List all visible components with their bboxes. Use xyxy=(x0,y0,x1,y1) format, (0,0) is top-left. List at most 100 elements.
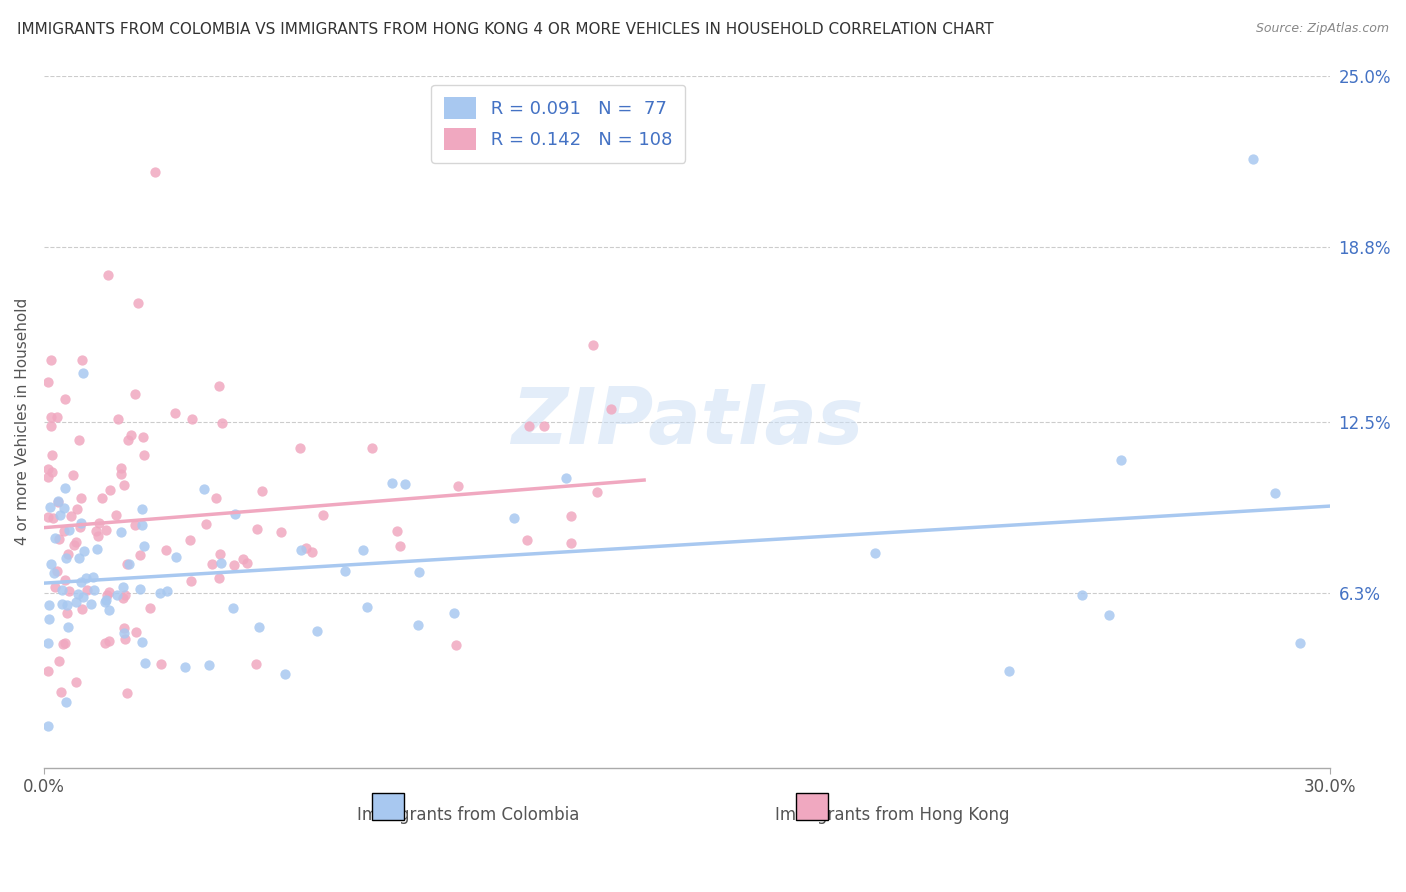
Point xyxy=(70,491,93,505)
Point xyxy=(53,392,76,406)
Point xyxy=(132,430,155,444)
Point xyxy=(129,582,152,597)
Point xyxy=(149,657,172,672)
Point xyxy=(117,433,139,447)
Point xyxy=(37,719,59,733)
Point xyxy=(222,601,245,615)
Point xyxy=(208,571,231,585)
Point xyxy=(143,165,166,179)
Point xyxy=(110,467,132,482)
Point xyxy=(132,448,155,462)
Point xyxy=(560,509,582,524)
Point xyxy=(39,500,62,515)
Point xyxy=(83,583,105,598)
Point xyxy=(73,543,96,558)
Point xyxy=(49,684,72,698)
Point xyxy=(194,517,217,532)
Point xyxy=(97,633,120,648)
Point xyxy=(67,550,90,565)
Point xyxy=(232,552,254,566)
Point xyxy=(163,405,186,419)
Text: Immigrants from Hong Kong: Immigrants from Hong Kong xyxy=(776,805,1010,824)
Point xyxy=(105,588,128,602)
Point xyxy=(517,418,540,433)
Point xyxy=(69,574,91,589)
Point xyxy=(112,478,135,492)
Point xyxy=(110,524,132,539)
Point xyxy=(1241,152,1264,166)
Point xyxy=(46,494,69,508)
Point xyxy=(554,471,576,485)
Point xyxy=(180,412,202,426)
Point xyxy=(69,519,91,533)
FancyBboxPatch shape xyxy=(371,793,404,820)
Point xyxy=(52,501,75,516)
Point xyxy=(96,523,118,537)
Point xyxy=(93,595,115,609)
Point xyxy=(249,620,271,634)
Point xyxy=(129,549,152,563)
Point xyxy=(447,479,470,493)
Point xyxy=(66,587,89,601)
Legend:  R = 0.091   N =  77,  R = 0.142   N = 108: R = 0.091 N = 77, R = 0.142 N = 108 xyxy=(432,85,686,163)
Point xyxy=(72,590,94,604)
Point xyxy=(1289,636,1312,650)
Point xyxy=(1098,608,1121,623)
Point xyxy=(46,495,69,509)
Point xyxy=(51,582,73,597)
Point xyxy=(75,571,97,585)
Point xyxy=(94,592,117,607)
Point xyxy=(533,418,555,433)
Point xyxy=(444,638,467,652)
Point xyxy=(44,580,66,594)
Point xyxy=(209,547,232,561)
Point xyxy=(37,509,59,524)
Point xyxy=(41,418,63,433)
Point xyxy=(42,566,65,580)
Point xyxy=(58,584,80,599)
Point xyxy=(408,565,430,579)
Point xyxy=(72,353,94,368)
Point xyxy=(224,507,246,521)
Point xyxy=(87,529,110,543)
Point xyxy=(131,518,153,533)
Point xyxy=(41,465,63,479)
Point xyxy=(55,573,77,587)
Point xyxy=(112,621,135,635)
Point xyxy=(48,654,70,668)
Point xyxy=(131,634,153,648)
Point xyxy=(134,656,156,670)
Text: IMMIGRANTS FROM COLOMBIA VS IMMIGRANTS FROM HONG KONG 4 OR MORE VEHICLES IN HOUS: IMMIGRANTS FROM COLOMBIA VS IMMIGRANTS F… xyxy=(17,22,994,37)
Point xyxy=(356,599,378,614)
Point xyxy=(124,387,146,401)
Point xyxy=(155,543,177,558)
Point xyxy=(46,564,69,578)
Point xyxy=(385,524,408,538)
Point xyxy=(307,624,329,638)
Point xyxy=(180,574,202,588)
Point xyxy=(270,524,292,539)
Point xyxy=(406,617,429,632)
Point xyxy=(55,551,77,566)
Point xyxy=(381,475,404,490)
Point xyxy=(41,353,63,368)
Point xyxy=(39,409,62,424)
Point xyxy=(114,588,136,602)
Point xyxy=(115,557,138,571)
Point xyxy=(582,338,605,352)
Point xyxy=(38,612,60,626)
Point xyxy=(56,606,79,620)
Point xyxy=(209,556,232,570)
Point xyxy=(174,659,197,673)
Point xyxy=(250,484,273,499)
Point xyxy=(197,658,219,673)
Point xyxy=(288,441,311,455)
Point xyxy=(997,664,1019,678)
Point xyxy=(222,558,245,573)
Point xyxy=(44,531,66,545)
Point xyxy=(165,550,187,565)
Point xyxy=(333,564,356,578)
Point xyxy=(204,491,226,505)
Point xyxy=(49,508,72,523)
Point xyxy=(201,558,224,572)
